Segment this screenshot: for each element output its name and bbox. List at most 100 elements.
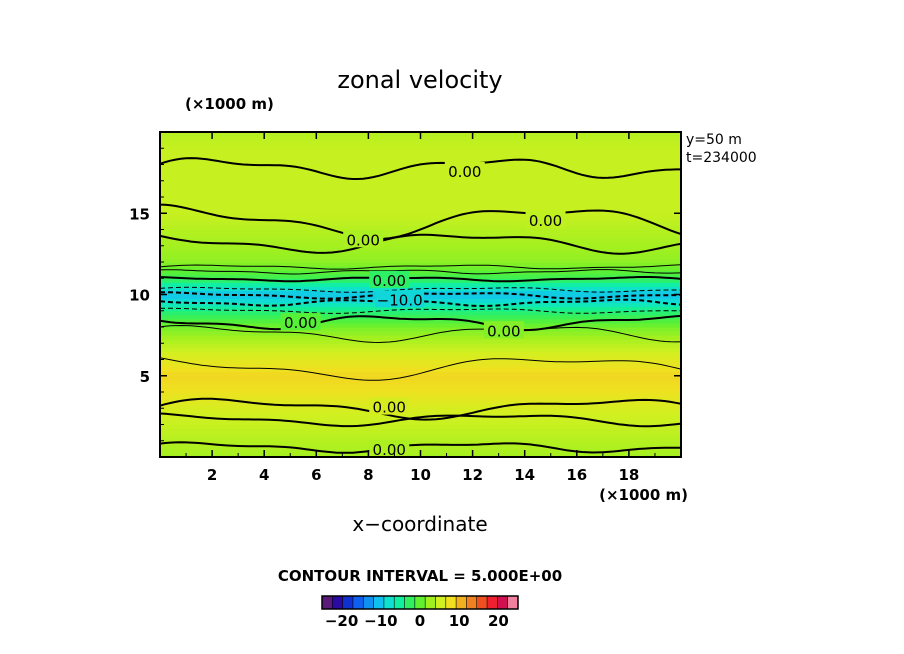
contour-line bbox=[160, 269, 681, 275]
field-band bbox=[160, 253, 681, 259]
field-band bbox=[160, 314, 681, 320]
field-band bbox=[160, 172, 681, 178]
field-band bbox=[160, 139, 681, 145]
field-band bbox=[160, 395, 681, 401]
colorbar-swatch bbox=[507, 596, 519, 609]
annotation-t: t=234000 bbox=[686, 150, 757, 166]
colorbar-swatch bbox=[435, 596, 447, 609]
contour-line-negative bbox=[160, 286, 681, 293]
field-band bbox=[160, 432, 681, 438]
field-band bbox=[160, 306, 681, 312]
contour-label-bg bbox=[369, 270, 410, 288]
field-band bbox=[160, 273, 681, 279]
y-tick-label: 10 bbox=[129, 287, 150, 305]
contour-label-bg bbox=[369, 439, 410, 457]
colorbar-frame bbox=[321, 595, 519, 610]
field-band bbox=[160, 391, 681, 397]
field-band bbox=[160, 310, 681, 316]
field-band bbox=[160, 407, 681, 413]
field-band bbox=[160, 204, 681, 210]
contour-label-bg bbox=[525, 210, 566, 228]
contour-label: −10.0 bbox=[377, 291, 423, 309]
field-band bbox=[160, 415, 681, 421]
field-band bbox=[160, 419, 681, 425]
colorbar-swatch bbox=[456, 596, 467, 609]
field-band bbox=[160, 440, 681, 446]
field-band bbox=[160, 350, 681, 356]
contour-label: 0.00 bbox=[284, 314, 317, 332]
contour-label: 0.00 bbox=[448, 163, 481, 181]
colorbar-tick-label: 10 bbox=[449, 612, 470, 630]
contour-label: 0.00 bbox=[529, 212, 562, 230]
contour-label: 0.00 bbox=[487, 322, 520, 340]
annotation-y: y=50 m bbox=[686, 132, 742, 148]
field-band bbox=[160, 346, 681, 352]
field-band bbox=[160, 330, 681, 336]
colorbar-tick-label: 0 bbox=[415, 612, 425, 630]
contour-line bbox=[160, 233, 681, 255]
x-tick-label: 8 bbox=[363, 466, 373, 484]
field-band bbox=[160, 224, 681, 230]
field-band bbox=[160, 338, 681, 344]
field-band bbox=[160, 318, 681, 324]
contour-line bbox=[160, 357, 681, 381]
colorbar bbox=[321, 595, 519, 610]
x-tick-label: 16 bbox=[566, 466, 587, 484]
field-band bbox=[160, 208, 681, 214]
field-band bbox=[160, 147, 681, 153]
x-tick-label: 10 bbox=[410, 466, 431, 484]
field-band bbox=[160, 281, 681, 287]
contour-labels: 0.000.000.000.00−10.00.00 0.000.000.00 bbox=[280, 162, 566, 459]
field-band bbox=[160, 379, 681, 385]
colorbar-swatch bbox=[394, 596, 405, 609]
colorbar-swatch bbox=[373, 596, 385, 609]
contour-label-bg bbox=[369, 397, 410, 415]
field-band bbox=[160, 265, 681, 271]
x-axis: 2 4 6 8 10 12 14 16 18 bbox=[185, 132, 656, 484]
contour-label-bg bbox=[444, 162, 485, 179]
colorbar-swatch bbox=[342, 596, 354, 609]
field-band bbox=[160, 428, 681, 434]
field-band bbox=[160, 436, 681, 442]
contour-label: 0.00 bbox=[373, 441, 406, 459]
y-tick-label: 5 bbox=[140, 368, 150, 386]
field-band bbox=[160, 241, 681, 247]
x-tick-label: 12 bbox=[462, 466, 483, 484]
contour-label: 0.00 bbox=[373, 272, 406, 290]
colorbar-swatch bbox=[425, 596, 436, 609]
x-tick-label: 4 bbox=[259, 466, 269, 484]
field-band bbox=[160, 212, 681, 218]
contour-line bbox=[160, 264, 681, 270]
colorbar-swatch bbox=[487, 596, 498, 609]
field-band bbox=[160, 159, 681, 165]
colorbar-tick-label: −10 bbox=[364, 612, 397, 630]
colorbar-swatch bbox=[414, 596, 426, 609]
field-band bbox=[160, 444, 681, 450]
colorbar-ticks: −20 −10 0 10 20 bbox=[325, 612, 509, 630]
field-band bbox=[160, 367, 681, 373]
x-tick-label: 18 bbox=[618, 466, 639, 484]
field-band bbox=[160, 399, 681, 405]
contour-label-bg bbox=[375, 290, 425, 308]
x-axis-label: x−coordinate bbox=[352, 512, 487, 536]
field-band bbox=[160, 229, 681, 235]
field-band bbox=[160, 188, 681, 194]
field-band bbox=[160, 424, 681, 430]
colorbar-swatch bbox=[332, 596, 344, 609]
contour-label-bg bbox=[483, 321, 524, 339]
y-axis: 5 10 15 bbox=[129, 147, 681, 442]
contour-line bbox=[160, 157, 681, 180]
field-band bbox=[160, 383, 681, 389]
contour-label: 0.00 bbox=[373, 399, 406, 417]
colorbar-tick-label: 20 bbox=[488, 612, 509, 630]
x-axis-unit: (×1000 m) bbox=[599, 486, 688, 504]
field-band bbox=[160, 176, 681, 182]
y-axis-unit: (×1000 m) bbox=[185, 95, 274, 113]
field-band bbox=[160, 196, 681, 202]
colorbar-swatch bbox=[352, 596, 364, 609]
field-band bbox=[160, 180, 681, 186]
contour-label: 0.00 bbox=[346, 231, 379, 249]
field-band bbox=[160, 411, 681, 417]
field-band bbox=[160, 216, 681, 222]
